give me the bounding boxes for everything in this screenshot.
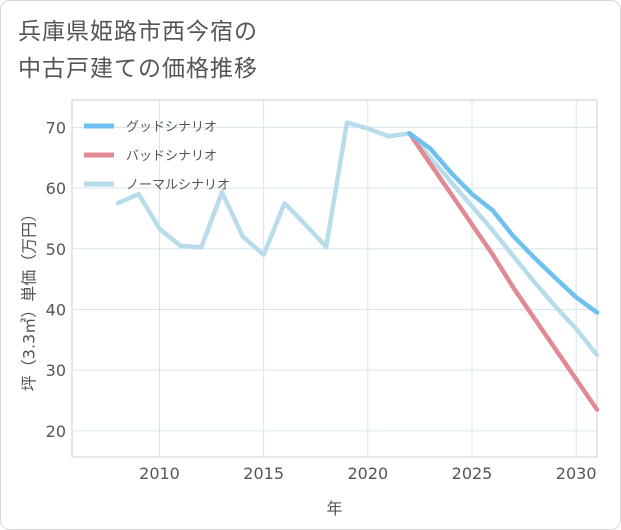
bad-scenario-line	[407, 131, 600, 412]
grid	[72, 100, 597, 457]
legend-bad-item: バッドシナリオ	[84, 149, 217, 164]
x-tick-label: 2020	[347, 464, 388, 483]
title-line-1: 兵庫県姫路市西今宿の	[18, 19, 258, 45]
y-tick-label: 70	[46, 118, 66, 137]
legend-label: バッドシナリオ	[126, 149, 217, 164]
normal-scenario-line	[115, 120, 600, 358]
series-layer	[115, 120, 600, 412]
x-tick-label: 2025	[452, 464, 493, 483]
x-tick-label: 2030	[556, 464, 597, 483]
y-axis-title: 坪（3.3㎡）単価（万円）	[20, 206, 39, 391]
legend-normal-item: ノーマルシナリオ	[84, 178, 230, 193]
x-tick-label: 2015	[243, 464, 284, 483]
y-tick-label: 20	[46, 422, 66, 441]
y-tick-label: 40	[46, 300, 66, 319]
chart-title: 兵庫県姫路市西今宿の 中古戸建ての価格推移	[18, 14, 258, 88]
legend-label: ノーマルシナリオ	[126, 178, 230, 193]
x-axis-title: 年	[326, 499, 342, 518]
y-tick-label: 50	[46, 240, 66, 259]
y-tick-label: 30	[46, 361, 66, 380]
legend-label: グッドシナリオ	[126, 120, 217, 135]
title-line-2: 中古戸建ての価格推移	[18, 56, 258, 82]
x-tick-label: 2010	[139, 464, 180, 483]
legend-good-item: グッドシナリオ	[84, 120, 217, 135]
y-tick-label: 60	[46, 179, 66, 198]
plot-area-frame	[71, 99, 598, 458]
good-scenario-line	[407, 131, 600, 315]
